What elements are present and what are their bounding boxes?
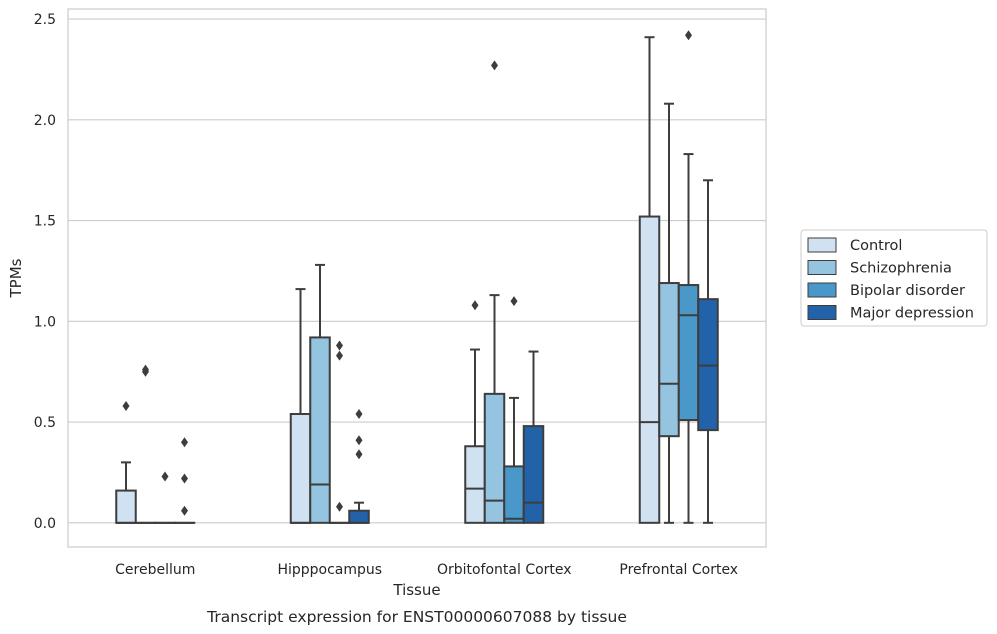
outlier-point	[471, 300, 479, 311]
box-group	[658, 102, 680, 524]
box	[522, 425, 545, 524]
y-tick-label: 0.0	[34, 516, 56, 532]
box-plot-marks	[115, 30, 719, 524]
legend-frame	[800, 229, 988, 327]
legend-swatch	[807, 260, 837, 275]
box-group	[677, 30, 700, 524]
x-tick-labels: Cerebellum Hipppocampus Orbitofontal Corte…	[115, 562, 738, 578]
legend-label: Schizophrenia	[850, 261, 952, 277]
outlier-point	[336, 340, 343, 351]
box	[697, 298, 719, 432]
legend-label: Major depression	[850, 306, 974, 322]
outlier-point	[336, 350, 343, 361]
y-tick-label: 2.5	[34, 12, 56, 28]
box-group	[309, 263, 331, 524]
outlier-point	[355, 449, 363, 460]
outlier-point	[491, 60, 498, 71]
legend-swatch	[807, 305, 837, 320]
legend-label: Bipolar disorder	[850, 283, 965, 299]
box-group	[348, 409, 370, 524]
legend-label: Control	[850, 238, 902, 254]
box-group	[134, 364, 157, 524]
box	[677, 284, 700, 422]
box	[658, 282, 680, 438]
box	[289, 413, 312, 524]
legend-swatch	[807, 237, 837, 253]
outlier-point	[161, 471, 169, 482]
outlier-point	[510, 296, 518, 307]
outlier-point	[336, 501, 343, 512]
box-group	[154, 471, 176, 524]
box-group	[503, 296, 525, 524]
outlier-point	[685, 30, 692, 41]
box-group	[115, 400, 137, 524]
box	[483, 392, 506, 524]
box-group	[464, 300, 486, 524]
legend: Control Schizophrenia Bipolar disorder Majo…	[800, 229, 988, 327]
y-tick-label: 1.0	[34, 314, 56, 330]
box	[348, 509, 370, 524]
box-group	[289, 288, 312, 524]
y-tick-label: 0.5	[34, 415, 56, 431]
y-tick-label: 2.0	[34, 113, 56, 129]
legend-swatch	[807, 282, 837, 298]
x-tick-label: Orbitofontal Cortex	[437, 562, 572, 578]
outlier-point	[122, 400, 130, 411]
box-group	[483, 60, 506, 524]
box	[638, 215, 661, 524]
box-group	[638, 36, 661, 524]
y-axis-title: TPMs	[7, 258, 25, 298]
chart-caption: Transcript expression for ENST0000060708…	[206, 608, 627, 626]
box-group	[522, 350, 545, 524]
box	[115, 489, 137, 524]
box-group	[173, 437, 196, 524]
outlier-point	[355, 409, 363, 420]
outlier-point	[142, 364, 149, 375]
x-axis-title: Tissue	[392, 581, 440, 599]
outlier-point	[181, 437, 188, 448]
legend-items: Control Schizophrenia Bipolar disorder Majo…	[807, 237, 974, 322]
x-tick-label: Hipppocampus	[277, 562, 382, 578]
outlier-point	[181, 473, 188, 484]
y-tick-labels: 0.0 0.5 1.0 1.5 2.0 2.5	[34, 12, 56, 532]
box	[503, 465, 525, 524]
box	[309, 336, 331, 524]
box-group	[328, 340, 351, 524]
x-tick-label: Prefrontal Cortex	[619, 562, 738, 578]
outlier-point	[355, 435, 363, 446]
outlier-point	[181, 505, 188, 516]
box	[464, 445, 486, 524]
grid-lines	[68, 18, 766, 524]
box-group	[697, 179, 719, 524]
y-tick-label: 1.5	[34, 214, 56, 230]
plot-frame	[67, 8, 767, 548]
x-tick-label: Cerebellum	[115, 562, 195, 578]
